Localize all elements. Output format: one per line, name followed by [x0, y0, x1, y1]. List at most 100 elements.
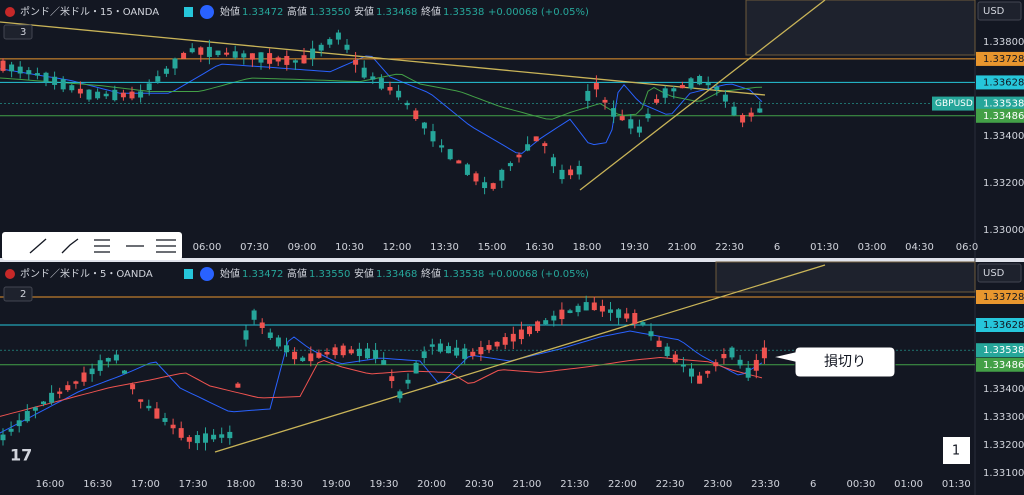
candle: [16, 420, 22, 427]
candle: [373, 350, 379, 359]
flag-toggle[interactable]: [184, 7, 193, 17]
pane-number-box: [943, 437, 970, 464]
candle: [60, 79, 66, 90]
candle: [259, 322, 265, 328]
candle: [640, 322, 646, 326]
moving-average: [0, 356, 763, 417]
candle: [454, 347, 460, 356]
candle: [211, 434, 217, 440]
candle: [26, 70, 32, 75]
drawing-toolbar: [2, 232, 182, 260]
candle: [215, 50, 221, 56]
candle: [396, 90, 402, 98]
candle: [318, 44, 324, 51]
candle: [356, 348, 362, 357]
candle: [219, 434, 225, 438]
candle: [502, 337, 508, 345]
price-label: 1.33400: [983, 384, 1024, 395]
tool-trendline[interactable]: [29, 238, 47, 254]
time-label: 03:00: [858, 242, 887, 253]
candle: [365, 348, 370, 359]
price-tag: [976, 357, 1024, 372]
candle: [9, 64, 15, 72]
candle: [353, 59, 359, 65]
candle: [378, 78, 384, 89]
candle: [316, 352, 322, 358]
tool-fib[interactable]: [94, 239, 110, 253]
toolbar-bg: [2, 232, 182, 260]
time-label: 04:30: [905, 242, 934, 253]
candle: [284, 345, 289, 353]
candle: [327, 39, 333, 45]
currency-button[interactable]: [977, 1, 1022, 21]
header-text: 1.33468: [376, 269, 417, 280]
indicator-toggle[interactable]: [3, 24, 33, 40]
tool-ray[interactable]: [61, 238, 79, 254]
candle: [275, 57, 281, 62]
header-text: 1.33472: [242, 7, 283, 18]
time-label: 22:30: [656, 479, 685, 490]
flag-toggle[interactable]: [184, 269, 193, 279]
tool-channel[interactable]: [156, 239, 176, 253]
candle: [645, 113, 651, 119]
time-label: 20:30: [465, 479, 494, 490]
candle: [478, 347, 484, 355]
candle: [748, 112, 754, 117]
candle: [138, 399, 144, 402]
candle: [624, 313, 630, 319]
candle: [535, 321, 541, 331]
candle: [89, 368, 95, 375]
header-text: ポンド／米ドル・15・OANDA: [20, 5, 159, 18]
indicator-toggle[interactable]: [3, 286, 33, 302]
price-tag: [976, 343, 1024, 358]
candle: [267, 332, 273, 338]
currency-button[interactable]: [977, 263, 1022, 283]
callout-text: 損切り: [824, 354, 866, 370]
price-label: 1.33200: [983, 440, 1024, 451]
moving-average: [0, 55, 763, 154]
candle: [616, 309, 622, 318]
price-label: 1.33800: [983, 37, 1024, 48]
candle: [636, 126, 642, 133]
candle: [430, 131, 436, 142]
candle: [721, 353, 727, 359]
time-label: 21:00: [668, 242, 697, 253]
candle: [729, 347, 735, 358]
time-label: 16:30: [525, 242, 554, 253]
time-label: 13:30: [430, 242, 459, 253]
candle: [559, 169, 565, 180]
candle: [344, 44, 350, 50]
candle: [49, 392, 55, 403]
candle: [232, 51, 238, 58]
currency: USD: [983, 268, 1005, 279]
time-label: 16:30: [83, 479, 112, 490]
candle: [112, 89, 118, 101]
candle: [243, 330, 249, 340]
time-label: 18:30: [274, 479, 303, 490]
replay-button[interactable]: [200, 267, 214, 281]
candle: [103, 93, 109, 97]
price-tag: [976, 318, 1024, 332]
candle: [249, 53, 255, 60]
replay-button[interactable]: [200, 5, 214, 19]
candle: [464, 164, 470, 175]
pane-separator: [0, 258, 1024, 262]
candle: [361, 67, 367, 78]
candle: [527, 326, 532, 335]
price-label: 1.33300: [983, 412, 1024, 423]
header-text: +0.00068 (+0.05%): [488, 269, 589, 280]
candle: [170, 424, 176, 429]
candle: [41, 401, 46, 405]
currency: USD: [983, 6, 1005, 17]
price-tag: [976, 108, 1024, 123]
candle: [154, 408, 160, 419]
candle: [198, 47, 204, 55]
header-text: 1.33550: [309, 269, 350, 280]
candle: [705, 83, 711, 86]
price-tag-label: 1.33728: [983, 292, 1024, 303]
time-label: 19:30: [620, 242, 649, 253]
symbol-tag: [932, 96, 974, 111]
candle: [437, 343, 443, 352]
header-text: 1.33468: [376, 7, 417, 18]
time-label: 23:30: [751, 479, 780, 490]
